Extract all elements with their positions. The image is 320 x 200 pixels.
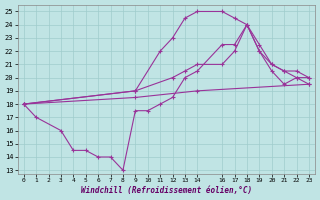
X-axis label: Windchill (Refroidissement éolien,°C): Windchill (Refroidissement éolien,°C): [81, 186, 252, 195]
